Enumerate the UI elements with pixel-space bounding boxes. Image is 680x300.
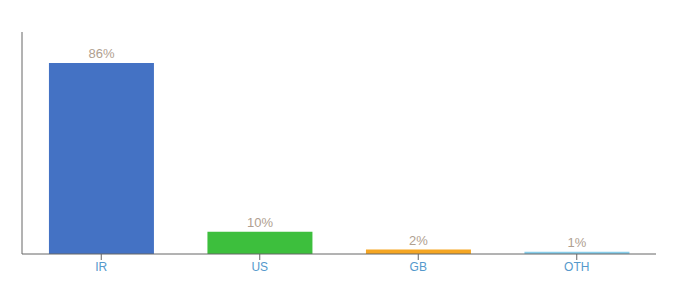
svg-text:86%: 86%: [88, 46, 114, 61]
svg-text:US: US: [251, 260, 268, 274]
svg-text:2%: 2%: [409, 233, 428, 248]
svg-text:GB: GB: [410, 260, 427, 274]
svg-text:OTH: OTH: [564, 260, 589, 274]
svg-text:IR: IR: [95, 260, 107, 274]
svg-text:10%: 10%: [247, 215, 273, 230]
svg-text:1%: 1%: [568, 235, 587, 250]
